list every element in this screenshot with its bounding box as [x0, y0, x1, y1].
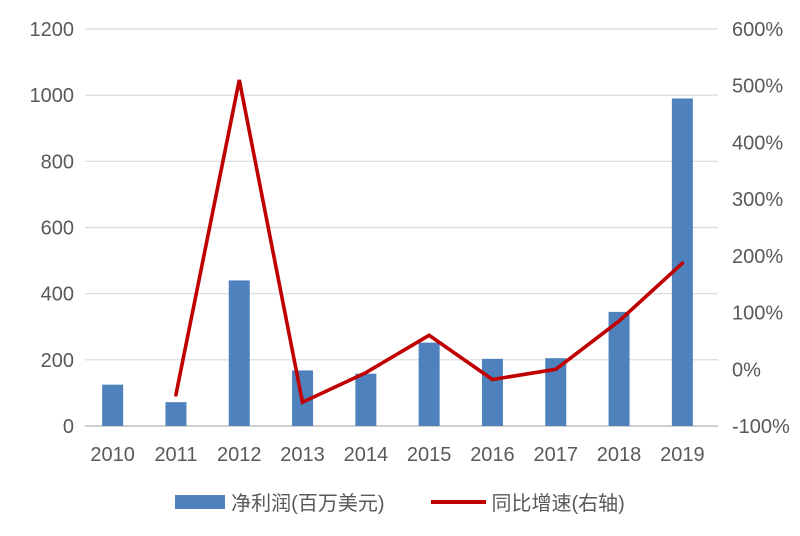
- right-axis-tick-400%: 400%: [732, 132, 783, 154]
- right-axis-tick-100%: 100%: [732, 303, 783, 325]
- x-axis-label-2014: 2014: [344, 444, 389, 466]
- bar-2011: [165, 402, 187, 426]
- x-axis-label-2015: 2015: [407, 444, 452, 466]
- x-axis-label-2012: 2012: [217, 444, 262, 466]
- chart-legend: 净利润(百万美元) 同比增速(右轴): [0, 487, 800, 516]
- bar-2018: [608, 311, 630, 426]
- x-axis-label-2018: 2018: [597, 444, 642, 466]
- bar-2012: [228, 280, 250, 426]
- bar-2015: [418, 342, 440, 426]
- left-axis-tick-200: 200: [41, 350, 74, 372]
- bar-2017: [545, 358, 567, 426]
- legend-label-yoy-growth: 同比增速(右轴): [491, 493, 625, 515]
- left-axis-tick-400: 400: [41, 284, 74, 306]
- right-axis-tick-600%: 600%: [732, 19, 783, 41]
- right-axis-tick-500%: 500%: [732, 76, 783, 98]
- x-axis-label-2016: 2016: [470, 444, 515, 466]
- x-axis-label-2011: 2011: [154, 444, 197, 466]
- left-axis-tick-1000: 1000: [30, 85, 75, 107]
- x-axis-label-2010: 2010: [90, 444, 135, 466]
- line-series-swatch: [430, 499, 486, 504]
- right-axis-tick-200%: 200%: [732, 246, 783, 268]
- bar-2016: [481, 358, 503, 426]
- left-axis-tick-800: 800: [41, 151, 74, 173]
- left-axis-tick-1200: 1200: [30, 19, 75, 41]
- bar-series-swatch: [175, 494, 226, 509]
- x-axis-label-2019: 2019: [660, 444, 705, 466]
- legend-item-net-profit: 净利润(百万美元): [175, 487, 385, 516]
- left-axis-tick-0: 0: [63, 416, 74, 438]
- bar-2010: [102, 384, 124, 426]
- x-axis-label-2013: 2013: [280, 444, 325, 466]
- right-axis-tick-300%: 300%: [732, 189, 783, 211]
- right-axis-tick--100%: -100%: [732, 416, 790, 438]
- right-axis-tick-0%: 0%: [732, 359, 761, 381]
- x-axis-label-2017: 2017: [534, 444, 579, 466]
- yoy-growth-line: [174, 79, 685, 405]
- legend-item-yoy-growth: 同比增速(右轴): [430, 487, 625, 516]
- bar-2014: [355, 373, 377, 426]
- legend-label-net-profit: 净利润(百万美元): [231, 493, 385, 515]
- left-axis-tick-600: 600: [41, 218, 74, 240]
